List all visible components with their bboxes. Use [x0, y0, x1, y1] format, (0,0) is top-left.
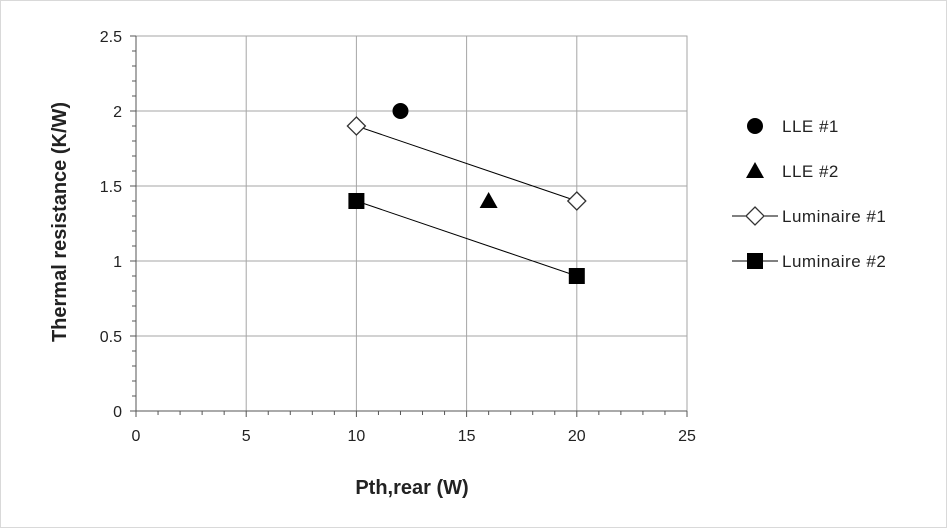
- data-point-luminaire-1: [346, 116, 367, 136]
- x-tick-labels: 0 5 10 15 20 25: [132, 428, 696, 445]
- x-tick-label: 20: [568, 428, 586, 445]
- data-point-lle-1: [392, 103, 409, 119]
- y-axis-title: Thermal resistance (K/W): [49, 102, 71, 342]
- x-tick-label: 5: [242, 428, 251, 445]
- legend-label: Luminaire #2: [782, 252, 886, 271]
- data-point-luminaire-2: [348, 193, 365, 209]
- legend: LLE #1 LLE #2 Luminaire #1 Luminaire #2: [732, 117, 886, 271]
- gridlines: [135, 35, 688, 412]
- legend-entry-luminaire-2: Luminaire #2: [732, 252, 886, 271]
- legend-entry-lle-1: LLE #1: [747, 117, 839, 136]
- data-point-lle-2: [479, 192, 498, 208]
- y-tick-label: 0: [113, 404, 122, 421]
- legend-marker: [747, 253, 763, 269]
- y-tick-label: 1: [113, 254, 122, 271]
- axes: [130, 35, 688, 417]
- data-series: [346, 103, 587, 284]
- series-line-luminaire-1: [356, 125, 577, 202]
- x-tick-label: 0: [132, 428, 141, 445]
- y-tick-labels: 0 0.5 1 1.5 2 2.5: [100, 29, 122, 421]
- legend-label: LLE #2: [782, 162, 839, 181]
- legend-marker: [745, 206, 765, 226]
- x-tick-label: 25: [678, 428, 696, 445]
- y-tick-label: 0.5: [100, 329, 122, 346]
- x-axis-title: Pth,rear (W): [355, 477, 468, 499]
- legend-label: Luminaire #1: [782, 207, 886, 226]
- y-tick-label: 2: [113, 104, 122, 121]
- data-point-luminaire-2: [568, 268, 585, 284]
- x-tick-label: 10: [348, 428, 366, 445]
- data-point-luminaire-1: [566, 191, 587, 211]
- legend-marker: [746, 162, 764, 178]
- legend-label: LLE #1: [782, 117, 839, 136]
- plot-area-border: [135, 35, 688, 412]
- x-tick-label: 15: [458, 428, 476, 445]
- legend-entry-luminaire-1: Luminaire #1: [732, 206, 886, 226]
- y-tick-label: 2.5: [100, 29, 122, 46]
- legend-entry-lle-2: LLE #2: [746, 162, 839, 181]
- legend-marker: [747, 118, 763, 134]
- y-tick-label: 1.5: [100, 179, 122, 196]
- series-line-luminaire-2: [356, 200, 577, 277]
